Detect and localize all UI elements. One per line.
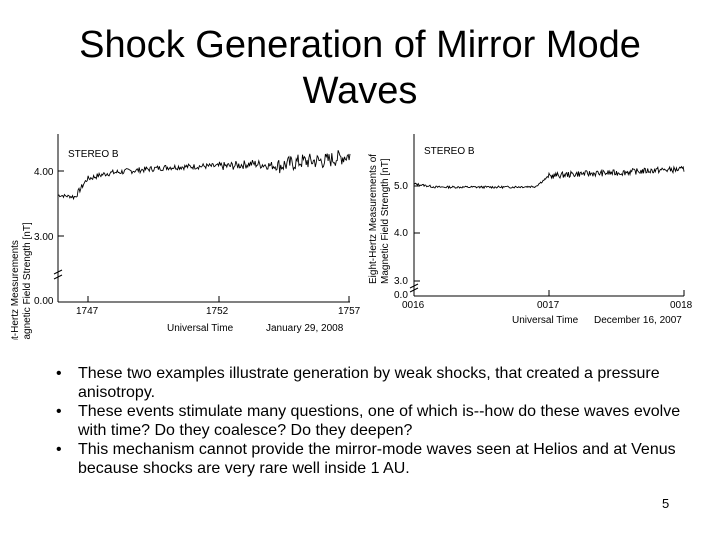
slide-title: Shock Generation of Mirror Mode Waves — [40, 22, 680, 114]
date-label: January 29, 2008 — [266, 323, 344, 334]
y-label-line-2: Magnetic Field Strength [nT] — [380, 158, 391, 284]
bullet-item: • These two examples illustrate generati… — [54, 364, 694, 402]
x-tick-label: 0018 — [670, 300, 693, 311]
chart-right: Eight-Hertz Measurements of Magnetic Fie… — [366, 134, 696, 334]
title-line-1: Shock Generation of Mirror Mode — [79, 24, 641, 66]
x-tick-label: 0016 — [402, 300, 425, 311]
y-tick-label: 4.00 — [34, 167, 54, 178]
y-label-line-1: Eight-Hertz Measurements — [10, 240, 21, 340]
date-label: December 16, 2007 — [594, 315, 682, 326]
series-line-path — [57, 150, 351, 201]
axis-break-mark — [53, 269, 63, 280]
x-tick-label: 1752 — [206, 306, 229, 317]
bullet-marker: • — [56, 441, 62, 458]
bullet-text: These two examples illustrate generation… — [78, 365, 660, 401]
chart-right-svg: Eight-Hertz Measurements of Magnetic Fie… — [368, 134, 693, 326]
bullet-item: • This mechanism cannot provide the mirr… — [54, 440, 694, 478]
x-tick-label: 1747 — [76, 306, 99, 317]
spacecraft-label: STEREO B — [424, 146, 475, 157]
bullet-text: These events stimulate many questions, o… — [78, 403, 681, 439]
title-line-2: Waves — [302, 70, 418, 112]
y-tick-label: 3.00 — [34, 232, 54, 243]
page-number: 5 — [662, 496, 670, 511]
y-label-line-2: of Magnetic Field Strength [nT] — [22, 222, 33, 340]
chart-left: Eight-Hertz Measurements of Magnetic Fie… — [4, 134, 364, 340]
x-axis-label: Universal Time — [512, 315, 579, 326]
y-tick-label: 0.0 — [394, 290, 408, 301]
y-tick-label: 0.00 — [34, 296, 54, 307]
spacecraft-label: STEREO B — [68, 149, 119, 160]
bullet-marker: • — [56, 403, 62, 420]
y-tick-label: 5.0 — [394, 181, 408, 192]
y-tick-label: 3.0 — [394, 276, 408, 287]
x-tick-label: 0017 — [537, 300, 560, 311]
bullet-marker: • — [56, 365, 62, 382]
y-label-line-1: Eight-Hertz Measurements of — [368, 154, 379, 284]
bullet-list: • These two examples illustrate generati… — [54, 364, 694, 478]
x-axis-label: Universal Time — [167, 323, 234, 334]
bullet-item: • These events stimulate many questions,… — [54, 402, 694, 440]
x-tick-label: 1757 — [338, 306, 361, 317]
series-line-path — [413, 165, 685, 190]
series-line — [413, 165, 685, 190]
series-line — [57, 150, 351, 201]
chart-left-svg: Eight-Hertz Measurements of Magnetic Fie… — [10, 134, 361, 340]
bullet-text: This mechanism cannot provide the mirror… — [78, 441, 676, 477]
y-tick-label: 4.0 — [394, 228, 408, 239]
